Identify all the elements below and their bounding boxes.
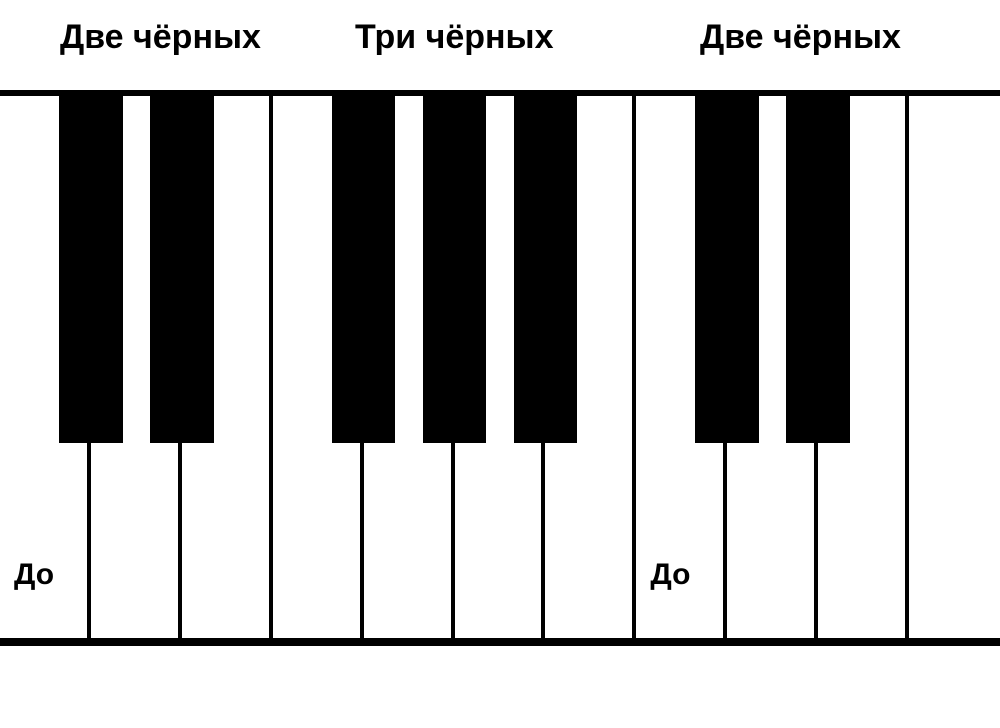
piano-keyboard: До До (0, 90, 1000, 646)
top-label-group-2-left: Две чёрных (60, 18, 261, 57)
stage: Две чёрных Три чёрных Две чёрных До До (0, 0, 1000, 728)
key-label-do: До (650, 558, 690, 592)
top-label-group-3: Три чёрных (355, 18, 554, 57)
key-labels-layer: До До (0, 96, 1000, 638)
top-label-group-2-right: Две чёрных (700, 18, 901, 57)
key-label-do: До (14, 558, 54, 592)
keyboard-bottom-border (0, 638, 1000, 646)
